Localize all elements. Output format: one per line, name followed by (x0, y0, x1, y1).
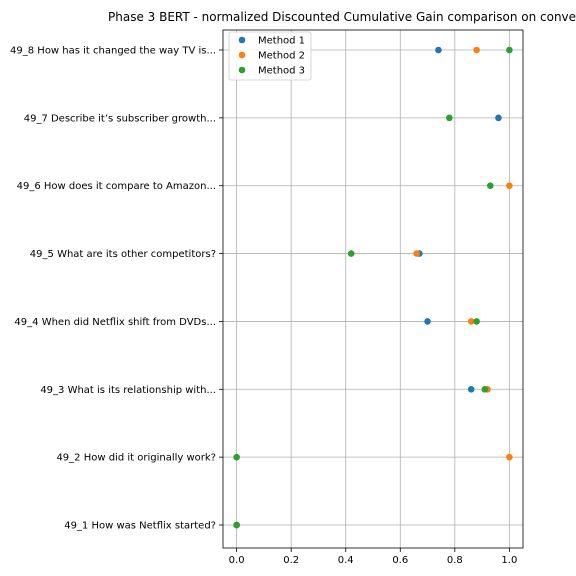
x-tick-label: 1.0 (501, 555, 517, 566)
data-point (467, 385, 475, 393)
chart-title: Phase 3 BERT - normalized Discounted Cum… (108, 10, 576, 24)
x-tick-label: 0.2 (283, 555, 299, 566)
x-tick-label: 0.0 (229, 555, 245, 566)
x-tick-label: 0.8 (447, 555, 463, 566)
y-tick-label: 49_8 How has it changed the way TV is... (10, 46, 216, 57)
data-point (424, 318, 431, 325)
y-tick-label: 49_3 What is its relationship with... (40, 385, 216, 396)
axes (219, 29, 524, 552)
legend-label: Method 2 (258, 51, 305, 62)
tick-labels: 0.0 0.2 0.4 0.6 0.8 1.0 49_1 How was Netflix s… (10, 46, 517, 567)
legend-label: Method 3 (258, 66, 305, 77)
data-point (446, 114, 453, 122)
y-tick-label: 49_5 What are its other competitors? (30, 249, 216, 260)
legend-marker (238, 51, 246, 59)
data-point (435, 46, 442, 54)
y-tick-label: 49_6 How does it compare to Amazon... (17, 181, 216, 192)
legend-label: Method 1 (258, 36, 305, 47)
x-tick-label: 0.6 (392, 555, 408, 566)
axes-frame (222, 29, 524, 549)
legend-marker (238, 66, 246, 74)
data-point (506, 46, 513, 54)
legend-box (228, 31, 312, 81)
data-point (506, 182, 513, 190)
y-tick-label: 49_7 Describe it’s subscriber growth... (24, 113, 216, 124)
data-point (481, 385, 489, 393)
data-point (506, 453, 513, 461)
data-point (347, 250, 355, 257)
data-point (467, 318, 475, 325)
data-point (473, 46, 480, 54)
legend-marker (238, 36, 246, 44)
data-point (413, 250, 420, 257)
x-tick-label: 0.4 (338, 555, 354, 566)
legend: Method 1 Method 2 Method 3 (228, 31, 312, 81)
data-point (233, 521, 240, 529)
data-point (495, 114, 502, 122)
y-tick-label: 49_1 How was Netflix started? (64, 521, 216, 532)
data-point (486, 182, 494, 190)
data-point (233, 453, 240, 461)
grid-lines (223, 30, 523, 548)
data-points (233, 46, 513, 529)
y-tick-label: 49_4 When did Netflix shift from DVDs... (14, 317, 216, 328)
y-tick-label: 49_2 How did it originally work? (56, 453, 216, 464)
data-point (473, 318, 480, 325)
